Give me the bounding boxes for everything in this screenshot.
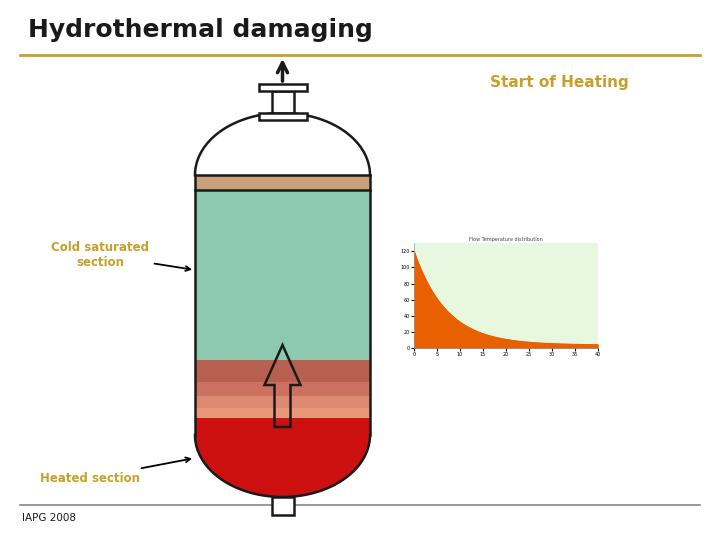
Text: Heated section: Heated section <box>40 457 190 484</box>
Polygon shape <box>195 408 370 418</box>
Text: Hydrothermal damaging: Hydrothermal damaging <box>28 18 373 42</box>
Polygon shape <box>195 175 370 190</box>
Polygon shape <box>258 84 307 91</box>
Polygon shape <box>195 360 370 382</box>
Polygon shape <box>195 190 370 360</box>
Polygon shape <box>195 175 370 435</box>
Polygon shape <box>258 113 307 120</box>
Text: Start of Heating: Start of Heating <box>490 75 629 90</box>
Text: IAPG 2008: IAPG 2008 <box>22 513 76 523</box>
Polygon shape <box>195 435 370 497</box>
Polygon shape <box>195 396 370 408</box>
Title: Flow Temperature distribution: Flow Temperature distribution <box>469 237 543 242</box>
Polygon shape <box>271 497 294 515</box>
Polygon shape <box>271 91 294 113</box>
Text: Cold saturated
section: Cold saturated section <box>51 241 190 271</box>
Polygon shape <box>195 382 370 396</box>
Polygon shape <box>195 418 370 435</box>
